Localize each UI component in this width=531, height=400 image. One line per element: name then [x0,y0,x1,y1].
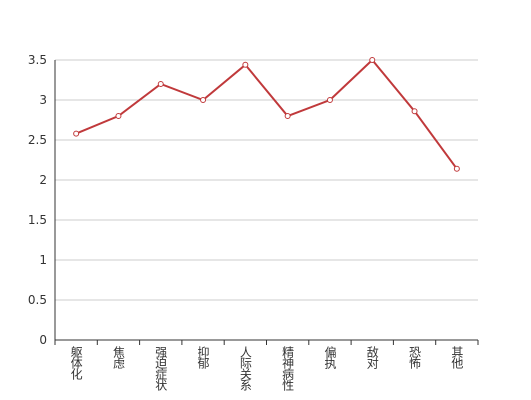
point [73,130,80,137]
x-tick-label: 躯体化 [69,345,83,381]
y-tick-label: 2.5 [28,133,47,147]
x-tick-label: 焦虑 [111,346,125,369]
y-tick-label: 2 [39,173,47,187]
point [284,113,291,119]
line [75,58,458,170]
x-tick-label: 偏执 [323,345,337,370]
x-tick-label: 其他 [450,346,464,369]
y-tick-label: 3.5 [28,53,47,67]
x-tick-label: 恐怖 [408,346,422,369]
point [411,108,418,115]
point [326,97,333,103]
y-tick-label: 3 [39,93,47,107]
point [115,113,122,119]
y-tick-label: 1 [39,253,47,267]
x-tick-label: 精神病性 [281,346,295,392]
x-tick-label: 抑郁 [196,345,210,370]
x-tick-label: 人际关系 [238,346,252,391]
point [200,97,207,103]
point [369,57,376,63]
point [242,61,249,68]
point [157,81,164,87]
y-tick-label: 0 [39,333,47,347]
y-tick-label: 1.5 [28,213,47,227]
x-tick-label: 敌对 [365,345,379,369]
x-tick-label: 强迫症状 [154,346,168,391]
y-tick-label: 0.5 [28,293,47,307]
point [453,165,460,172]
